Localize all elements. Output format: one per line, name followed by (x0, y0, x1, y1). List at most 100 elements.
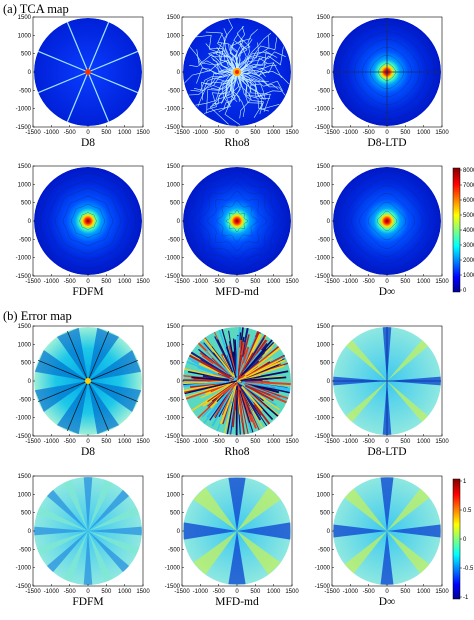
panel-tca-3: -1500 -1000 -500 0 500 1000 1500150010005000-5… (16, 164, 151, 298)
colorbar-tick-label: 0 (463, 288, 467, 294)
panel-map (333, 477, 441, 585)
panel-map (333, 18, 441, 126)
y-tick-label: 0 (177, 70, 181, 76)
error-colorbar: 1 0.5 0 -0.5 -1 (452, 478, 474, 601)
panel-map (183, 327, 291, 435)
panel-label: Rho8 (225, 137, 250, 149)
x-tick-label: -1500 (25, 130, 41, 136)
y-tick-label: 1500 (18, 164, 32, 170)
x-tick-label: -1000 (44, 279, 60, 285)
y-tick-label: 1000 (317, 342, 331, 348)
y-tick-label: 1000 (18, 342, 32, 348)
y-tick-label: -500 (318, 397, 331, 403)
x-tick-label: 1000 (118, 589, 132, 595)
section-a-title: (a) TCA map (3, 2, 69, 16)
x-tick-label: -1500 (174, 279, 190, 285)
panel-map (333, 167, 441, 275)
panel-label: D∞ (379, 596, 396, 608)
x-tick-label: -1500 (324, 279, 340, 285)
panel-label: MFD-md (215, 596, 259, 608)
x-tick-label: 1000 (118, 279, 132, 285)
y-tick-label: 1000 (167, 33, 181, 39)
x-tick-label: -500 (64, 589, 77, 595)
y-tick-label: -1500 (315, 434, 331, 440)
error-colorbar-ticks: 1 0.5 0 -0.5 -1 (460, 479, 474, 601)
y-tick-label: 0 (327, 529, 331, 535)
x-tick-label: 1500 (435, 130, 449, 136)
panel-label: D8-LTD (367, 446, 406, 458)
y-tick-label: 1500 (317, 324, 331, 330)
y-tick-label: 1000 (317, 182, 331, 188)
y-tick-label: 1500 (18, 15, 32, 21)
x-tick-label: -1000 (343, 279, 359, 285)
y-tick-label: -500 (168, 397, 181, 403)
colorbar-tick-label: 1 (463, 479, 467, 485)
panel-map (34, 167, 142, 275)
tca-colorbar-gradient (452, 167, 461, 293)
y-tick-label: -1000 (315, 566, 331, 572)
colorbar-tick-label: 6000 (463, 198, 474, 204)
x-tick-label: -500 (64, 439, 77, 445)
x-tick-label: -1000 (44, 130, 60, 136)
x-tick-label: 500 (400, 130, 411, 136)
x-tick-label: -1000 (343, 439, 359, 445)
x-tick-label: 500 (400, 439, 411, 445)
y-tick-label: 0 (327, 70, 331, 76)
y-tick-label: 0 (177, 529, 181, 535)
panel-map (183, 477, 291, 585)
x-tick-label: 1500 (285, 439, 299, 445)
x-tick-label: -1000 (343, 589, 359, 595)
colorbar-tick-label: 0 (463, 537, 467, 543)
x-tick-label: 500 (250, 589, 261, 595)
x-tick-label: 1000 (267, 589, 281, 595)
y-tick-label: 1500 (167, 15, 181, 21)
y-tick-label: -500 (168, 547, 181, 553)
x-tick-label: 0 (86, 439, 90, 445)
panel-map (333, 327, 441, 435)
x-tick-label: 0 (235, 279, 239, 285)
x-tick-label: 500 (250, 130, 261, 136)
y-tick-label: -500 (318, 88, 331, 94)
x-tick-label: 1000 (118, 439, 132, 445)
y-tick-label: 500 (170, 511, 181, 517)
panel-label: MFD-md (215, 286, 259, 298)
y-tick-label: 1000 (18, 492, 32, 498)
x-tick-label: 1500 (136, 589, 150, 595)
colorbar-tick-label: -0.5 (463, 566, 474, 572)
panel-label: FDFM (72, 596, 103, 608)
y-tick-label: 0 (327, 219, 331, 225)
y-tick-label: 500 (170, 361, 181, 367)
x-tick-label: 500 (400, 279, 411, 285)
colorbar-tick-label: 4000 (463, 228, 474, 234)
y-tick-label: 0 (177, 219, 181, 225)
y-tick-label: -500 (168, 237, 181, 243)
panel-map (34, 18, 142, 126)
panel-err-0: -1500 -1000 -500 0 500 1000 1500150010005000-5… (16, 324, 151, 458)
y-tick-label: 0 (28, 529, 32, 535)
y-tick-label: 1500 (167, 164, 181, 170)
y-tick-label: 1000 (167, 182, 181, 188)
y-tick-label: 0 (28, 70, 32, 76)
x-tick-label: -1000 (193, 439, 209, 445)
y-tick-label: 500 (320, 511, 331, 517)
y-tick-label: -500 (19, 88, 32, 94)
x-tick-label: -1000 (193, 589, 209, 595)
x-tick-label: -500 (213, 589, 226, 595)
x-tick-label: 1000 (417, 279, 431, 285)
panel-label: D8 (81, 137, 95, 149)
x-tick-label: 1500 (285, 589, 299, 595)
x-tick-label: 500 (101, 589, 112, 595)
x-tick-label: 1500 (136, 279, 150, 285)
y-tick-label: 1500 (167, 324, 181, 330)
x-tick-label: 0 (86, 589, 90, 595)
y-tick-label: -500 (19, 547, 32, 553)
x-tick-label: -1000 (193, 279, 209, 285)
x-tick-label: -500 (213, 130, 226, 136)
colorbar-tick-label: 2000 (463, 258, 474, 264)
x-tick-label: -500 (363, 439, 376, 445)
x-tick-label: -1500 (174, 130, 190, 136)
panel-tca-2: -1500 -1000 -500 0 500 1000 1500150010005000-5… (315, 15, 450, 149)
y-tick-label: 1500 (167, 474, 181, 480)
x-tick-label: 0 (385, 130, 389, 136)
